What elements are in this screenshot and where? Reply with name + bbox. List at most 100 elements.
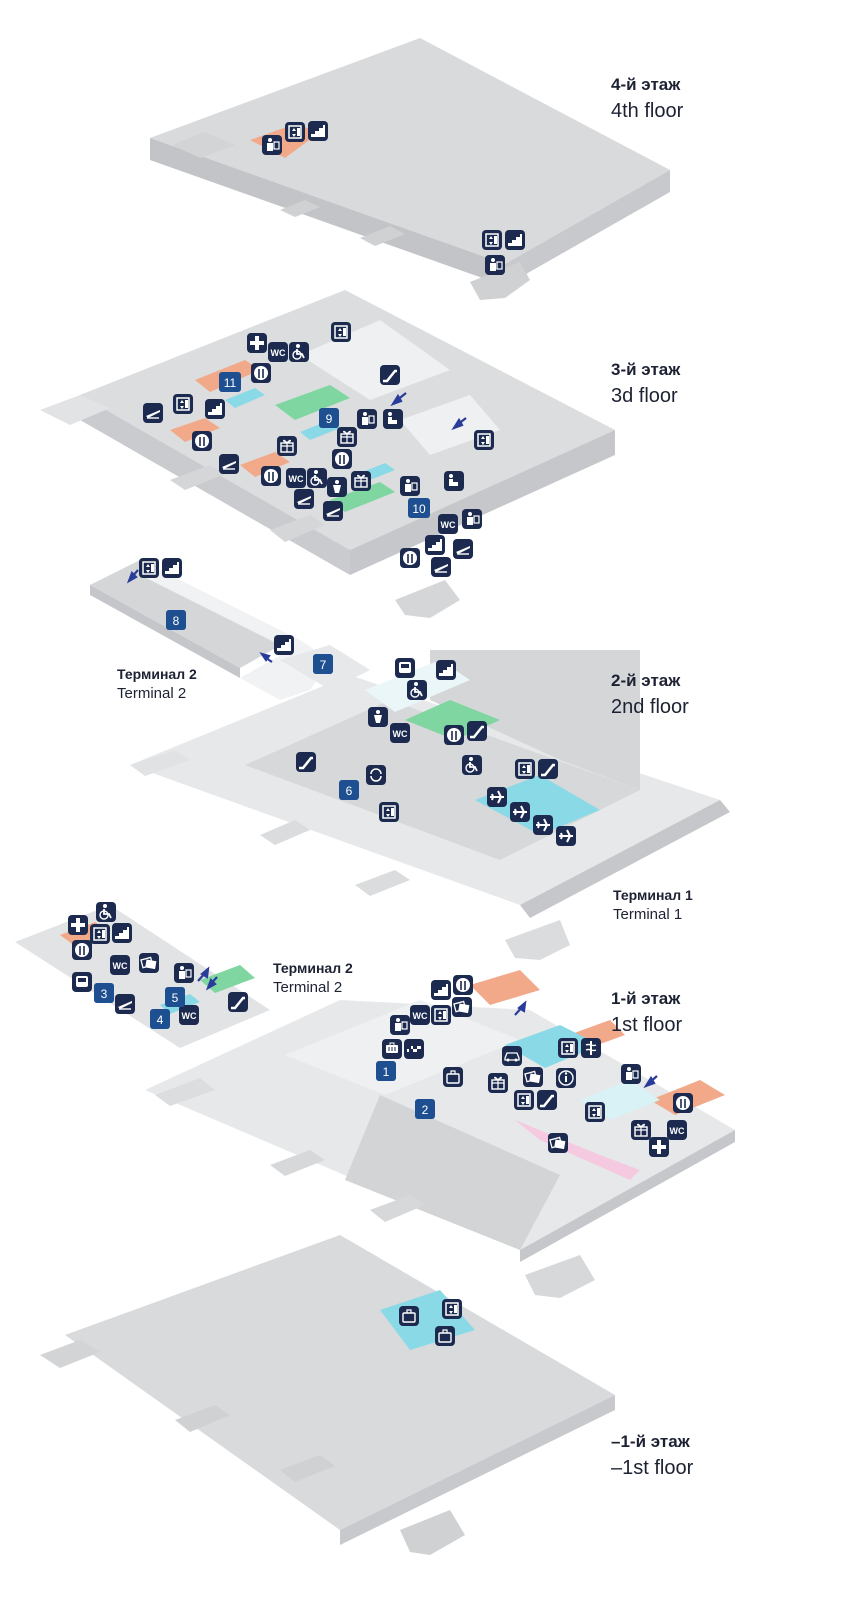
departures-icon[interactable] xyxy=(294,489,314,509)
elevator-icon[interactable] xyxy=(442,1299,462,1319)
information-icon[interactable] xyxy=(556,1068,576,1088)
bus-icon[interactable] xyxy=(395,658,415,678)
zone-marker-2[interactable]: 2 xyxy=(415,1099,435,1119)
bus-icon[interactable] xyxy=(72,972,92,992)
zone-marker-3[interactable]: 3 xyxy=(94,983,114,1003)
departures-icon[interactable] xyxy=(453,539,473,559)
baggage-icon[interactable] xyxy=(435,1326,455,1346)
gate-icon[interactable] xyxy=(510,802,530,822)
restaurant-icon[interactable] xyxy=(251,363,271,383)
first-aid-icon[interactable] xyxy=(247,333,267,353)
toilet-icon[interactable] xyxy=(667,1120,687,1140)
passport-control-icon[interactable] xyxy=(621,1064,641,1084)
baggage-icon[interactable] xyxy=(443,1067,463,1087)
escalator-icon[interactable] xyxy=(538,759,558,779)
restaurant-icon[interactable] xyxy=(453,975,473,995)
gift-shop-icon[interactable] xyxy=(631,1120,651,1140)
stairs-icon[interactable] xyxy=(205,399,225,419)
toilet-icon[interactable] xyxy=(390,723,410,743)
wheelchair-icon[interactable] xyxy=(407,680,427,700)
restaurant-icon[interactable] xyxy=(444,725,464,745)
elevator-icon[interactable] xyxy=(173,394,193,414)
stairs-icon[interactable] xyxy=(436,660,456,680)
stairs-icon[interactable] xyxy=(112,923,132,943)
first-aid-icon[interactable] xyxy=(649,1137,669,1157)
baggage-storage-icon[interactable] xyxy=(399,1306,419,1326)
passport-control-icon[interactable] xyxy=(390,1015,410,1035)
restaurant-icon[interactable] xyxy=(332,449,352,469)
taxi-icon[interactable] xyxy=(404,1039,424,1059)
passport-control-icon[interactable] xyxy=(462,509,482,529)
elevator-icon[interactable] xyxy=(585,1102,605,1122)
escalator-icon[interactable] xyxy=(296,752,316,772)
mother-child-icon[interactable] xyxy=(368,707,388,727)
escalator-icon[interactable] xyxy=(537,1090,557,1110)
elevator-icon[interactable] xyxy=(515,759,535,779)
mother-child-icon[interactable] xyxy=(327,477,347,497)
first-aid-icon[interactable] xyxy=(68,915,88,935)
transfer-icon[interactable] xyxy=(366,765,386,785)
gate-icon[interactable] xyxy=(533,815,553,835)
toilet-icon[interactable] xyxy=(268,342,288,362)
wheelchair-icon[interactable] xyxy=(462,755,482,775)
zone-marker-11[interactable]: 11 xyxy=(219,372,241,392)
atm-icon[interactable] xyxy=(548,1133,568,1153)
restaurant-icon[interactable] xyxy=(261,466,281,486)
toilet-icon[interactable] xyxy=(110,955,130,975)
toilet-icon[interactable] xyxy=(286,468,306,488)
departures-icon[interactable] xyxy=(143,403,163,423)
zone-marker-8[interactable]: 8 xyxy=(166,610,186,630)
zone-marker-6[interactable]: 6 xyxy=(339,780,359,800)
elevator-icon[interactable] xyxy=(474,430,494,450)
restaurant-icon[interactable] xyxy=(72,940,92,960)
stairs-icon[interactable] xyxy=(162,558,182,578)
zone-marker-9[interactable]: 9 xyxy=(319,408,339,428)
lounge-icon[interactable] xyxy=(383,409,403,429)
elevator-icon[interactable] xyxy=(482,230,502,250)
elevator-icon[interactable] xyxy=(379,802,399,822)
restaurant-icon[interactable] xyxy=(400,548,420,568)
wheelchair-icon[interactable] xyxy=(307,468,327,488)
wheelchair-icon[interactable] xyxy=(96,902,116,922)
departures-icon[interactable] xyxy=(323,501,343,521)
elevator-icon[interactable] xyxy=(558,1038,578,1058)
toilet-icon[interactable] xyxy=(179,1005,199,1025)
departures-icon[interactable] xyxy=(431,557,451,577)
passport-control-icon[interactable] xyxy=(262,135,282,155)
escalator-icon[interactable] xyxy=(228,992,248,1012)
elevator-icon[interactable] xyxy=(514,1090,534,1110)
passport-control-icon[interactable] xyxy=(174,963,194,983)
gift-shop-icon[interactable] xyxy=(351,471,371,491)
stairs-icon[interactable] xyxy=(431,980,451,1000)
gift-shop-icon[interactable] xyxy=(488,1073,508,1093)
escalator-icon[interactable] xyxy=(380,365,400,385)
gate-icon[interactable] xyxy=(487,787,507,807)
elevator-icon[interactable] xyxy=(90,924,110,944)
passport-control-icon[interactable] xyxy=(400,476,420,496)
elevator-icon[interactable] xyxy=(431,1005,451,1025)
stairs-icon[interactable] xyxy=(425,535,445,555)
gift-shop-icon[interactable] xyxy=(277,436,297,456)
gate-icon[interactable] xyxy=(556,826,576,846)
zone-marker-7[interactable]: 7 xyxy=(313,654,333,674)
atm-icon[interactable] xyxy=(523,1067,543,1087)
lounge-icon[interactable] xyxy=(444,471,464,491)
zone-marker-1[interactable]: 1 xyxy=(376,1061,396,1081)
departures-icon[interactable] xyxy=(115,994,135,1014)
stairs-icon[interactable] xyxy=(505,230,525,250)
zone-marker-4[interactable]: 4 xyxy=(150,1009,170,1029)
departures-icon[interactable] xyxy=(219,454,239,474)
elevator-icon[interactable] xyxy=(285,122,305,142)
stairs-icon[interactable] xyxy=(308,121,328,141)
toilet-icon[interactable] xyxy=(438,514,458,534)
passport-control-icon[interactable] xyxy=(357,409,377,429)
stairs-icon[interactable] xyxy=(274,635,294,655)
passport-control-icon[interactable] xyxy=(485,255,505,275)
elevator-icon[interactable] xyxy=(139,558,159,578)
atm-icon[interactable] xyxy=(452,997,472,1017)
baggage-trolley-icon[interactable] xyxy=(382,1039,402,1059)
gift-shop-icon[interactable] xyxy=(337,427,357,447)
wheelchair-icon[interactable] xyxy=(289,342,309,362)
zone-marker-10[interactable]: 10 xyxy=(408,498,430,518)
car-rental-icon[interactable] xyxy=(502,1046,522,1066)
